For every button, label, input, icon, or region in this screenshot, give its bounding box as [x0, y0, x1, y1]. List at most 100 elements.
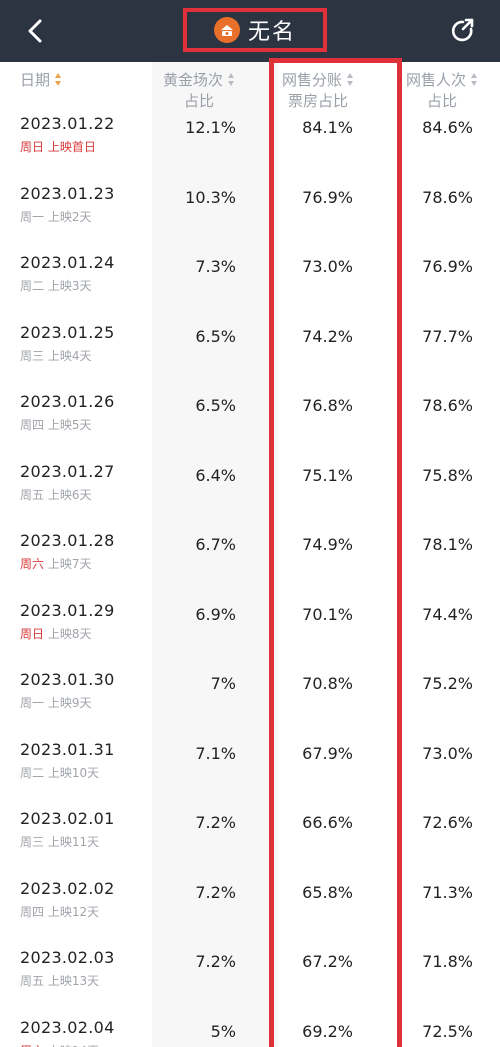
table-row[interactable]: 2023.01.30 周一 上映9天 7% 70.8% 75.2% — [0, 670, 500, 740]
online-ratio-cell: 65.8% — [302, 882, 353, 902]
golden-header-line2: 占比 — [183, 92, 214, 110]
online-ratio-cell: 70.1% — [302, 604, 353, 624]
viewers-ratio-cell: 76.9% — [422, 257, 473, 276]
top-bar: 无名 — [0, 0, 500, 62]
share-button[interactable] — [446, 14, 480, 48]
weekday-label: 周六 — [20, 557, 45, 571]
date-cell: 2023.02.03 — [20, 948, 115, 967]
table-row[interactable]: 2023.02.04 周六 上映14天 5% 69.2% 72.5% — [0, 1018, 500, 1047]
release-day-label: 上映10天 — [47, 765, 100, 780]
release-info: 周二 上映10天 — [20, 764, 99, 781]
weekday-label: 周五 — [20, 487, 45, 502]
table-header: 日期 黄金场次 占比 网售分账 票房占比 网售人次 占比 — [0, 62, 500, 114]
release-info: 周四 上映5天 — [20, 416, 91, 433]
release-day-label: 上映14天 — [48, 1044, 99, 1047]
viewers-ratio-cell: 78.1% — [422, 535, 473, 554]
weekday-label: 周日 — [20, 140, 45, 154]
golden-ratio-cell: 7% — [210, 674, 236, 693]
viewers-ratio-cell: 74.4% — [422, 604, 473, 624]
release-day-label: 上映5天 — [47, 418, 92, 432]
date-column-header[interactable]: 日期 — [20, 70, 62, 91]
viewers-header-line2: 占比 — [426, 92, 457, 110]
golden-column-header[interactable]: 黄金场次 占比 — [158, 70, 240, 112]
online-ratio-cell: 75.1% — [302, 465, 353, 485]
box-office-table: 日期 黄金场次 占比 网售分账 票房占比 网售人次 占比 2023.01.22 周… — [0, 62, 500, 1047]
film-avatar-icon — [213, 17, 240, 43]
table-row[interactable]: 2023.02.01 周三 上映11天 7.2% 66.6% 72.6% — [0, 809, 500, 879]
table-row[interactable]: 2023.02.03 周五 上映13天 7.2% 67.2% 71.8% — [0, 948, 500, 1018]
page-title: 无名 — [247, 20, 296, 45]
golden-ratio-cell: 10.3% — [185, 187, 236, 207]
viewers-ratio-cell: 71.8% — [422, 952, 473, 971]
weekday-label: 周二 — [20, 279, 45, 293]
back-button[interactable] — [18, 14, 52, 48]
golden-ratio-cell: 12.1% — [185, 118, 236, 137]
online-ratio-cell: 74.9% — [302, 535, 353, 554]
release-day-label: 上映6天 — [47, 487, 92, 502]
table-row[interactable]: 2023.01.28 周六 上映7天 6.7% 74.9% 78.1% — [0, 531, 500, 601]
table-row[interactable]: 2023.01.29 周日 上映8天 6.9% 70.1% 74.4% — [0, 601, 500, 671]
viewers-column-header[interactable]: 网售人次 占比 — [400, 70, 484, 112]
table-row[interactable]: 2023.01.24 周二 上映3天 7.3% 73.0% 76.9% — [0, 253, 500, 323]
viewers-ratio-cell: 75.2% — [422, 674, 473, 693]
online-ratio-cell: 67.2% — [302, 952, 353, 971]
online-ratio-cell: 67.9% — [302, 743, 353, 763]
release-day-label: 上映13天 — [47, 974, 100, 988]
date-cell: 2023.01.25 — [20, 322, 115, 342]
table-row[interactable]: 2023.01.31 周二 上映10天 7.1% 67.9% 73.0% — [0, 740, 500, 810]
viewers-ratio-cell: 78.6% — [422, 187, 473, 207]
release-info: 周日 上映8天 — [20, 625, 91, 642]
release-info: 周六 上映14天 — [20, 1042, 99, 1047]
golden-ratio-cell: 7.2% — [195, 882, 236, 902]
date-cell: 2023.02.04 — [20, 1017, 115, 1037]
golden-ratio-cell: 6.4% — [195, 465, 236, 485]
table-row[interactable]: 2023.01.25 周三 上映4天 6.5% 74.2% 77.7% — [0, 323, 500, 393]
weekday-label: 周一 — [20, 209, 45, 224]
online-ratio-cell: 69.2% — [302, 1021, 353, 1041]
chevron-left-icon — [28, 19, 42, 43]
sort-icon — [54, 73, 62, 86]
online-column-background — [278, 62, 400, 1047]
release-info: 周二 上映3天 — [20, 277, 91, 294]
sort-icon — [470, 73, 478, 86]
viewers-ratio-cell: 77.7% — [422, 326, 473, 346]
release-day-label: 上映9天 — [47, 696, 92, 710]
release-info: 周五 上映6天 — [20, 486, 91, 503]
date-cell: 2023.02.02 — [20, 878, 115, 898]
table-row[interactable]: 2023.01.26 周四 上映5天 6.5% 76.8% 78.6% — [0, 392, 500, 462]
weekday-label: 周三 — [20, 348, 45, 363]
weekday-label: 周五 — [20, 974, 45, 988]
table-row[interactable]: 2023.01.27 周五 上映6天 6.4% 75.1% 75.8% — [0, 462, 500, 532]
release-info: 周一 上映2天 — [20, 208, 91, 225]
date-header-label: 日期 — [20, 71, 51, 89]
release-day-label: 上映11天 — [47, 835, 100, 849]
date-cell: 2023.01.27 — [20, 461, 115, 481]
online-ratio-cell: 76.8% — [302, 396, 353, 415]
online-ratio-cell: 73.0% — [302, 257, 353, 276]
table-row[interactable]: 2023.02.02 周四 上映12天 7.2% 65.8% 71.3% — [0, 879, 500, 949]
golden-ratio-cell: 7.2% — [195, 952, 236, 971]
release-info: 周一 上映9天 — [20, 694, 91, 711]
online-ratio-cell: 76.9% — [302, 187, 353, 207]
release-info: 周三 上映4天 — [20, 347, 91, 364]
date-cell: 2023.01.26 — [20, 392, 115, 411]
viewers-ratio-cell: 72.6% — [422, 813, 473, 832]
table-row[interactable]: 2023.01.23 周一 上映2天 10.3% 76.9% 78.6% — [0, 184, 500, 254]
date-cell: 2023.02.01 — [20, 809, 115, 828]
movie-title-box[interactable]: 无名 — [183, 8, 327, 52]
golden-ratio-cell: 7.2% — [195, 813, 236, 832]
online-ratio-cell: 74.2% — [302, 326, 353, 346]
golden-ratio-cell: 6.9% — [195, 604, 236, 624]
online-column-header[interactable]: 网售分账 票房占比 — [276, 70, 360, 112]
golden-ratio-cell: 6.5% — [195, 396, 236, 415]
release-day-label: 上映3天 — [47, 279, 92, 293]
date-cell: 2023.01.31 — [20, 739, 115, 759]
release-info: 周六 上映7天 — [20, 555, 91, 572]
table-row[interactable]: 2023.01.22 周日 上映首日 12.1% 84.1% 84.6% — [0, 114, 500, 184]
date-cell: 2023.01.28 — [20, 531, 115, 550]
golden-header-line1: 黄金场次 — [162, 71, 223, 89]
weekday-label: 周四 — [20, 904, 45, 919]
release-day-label: 上映2天 — [47, 209, 92, 224]
date-cell: 2023.01.29 — [20, 600, 115, 620]
viewers-header-line1: 网售人次 — [405, 71, 466, 89]
